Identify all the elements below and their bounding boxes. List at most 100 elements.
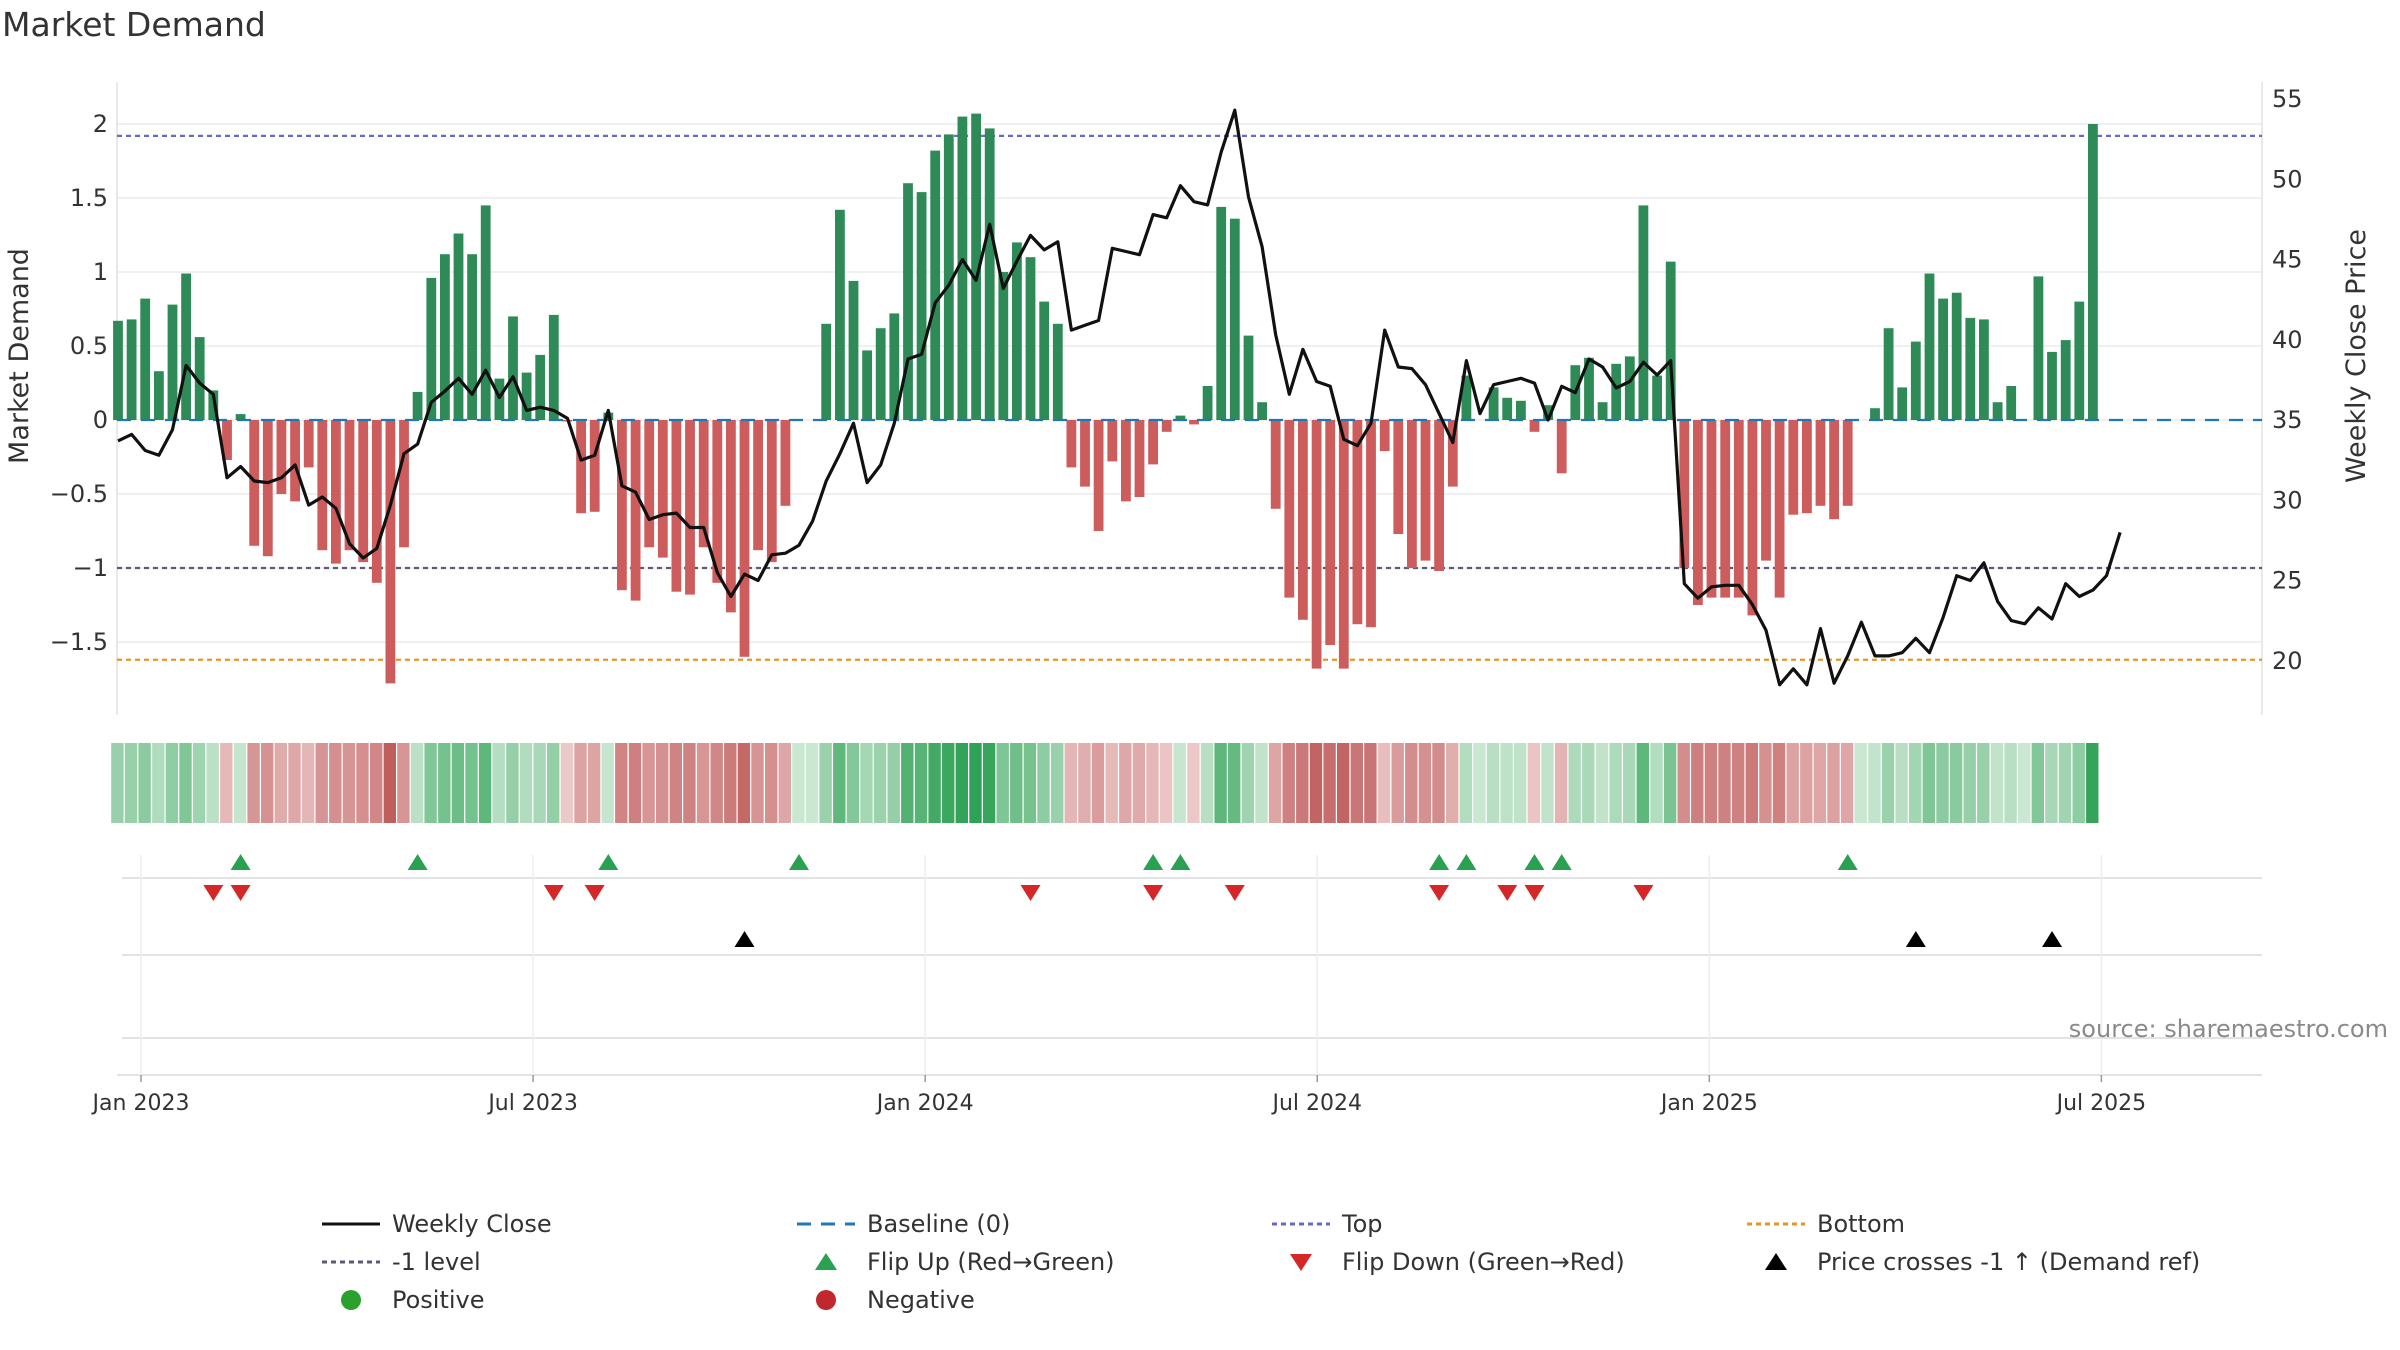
- demand-bar: [399, 420, 409, 548]
- flip-up-marker: [1170, 854, 1191, 870]
- demand-bar: [113, 320, 123, 420]
- demand-bar: [303, 420, 314, 468]
- demand-bar: [508, 316, 518, 420]
- price-cross-marker: [2042, 931, 2063, 947]
- strip-cell: [1949, 743, 1963, 823]
- legend: Weekly Close Baseline (0) Top Bottom -1 leve…: [322, 1210, 2200, 1314]
- strip-cell: [601, 743, 614, 823]
- demand-bar: [2047, 351, 2057, 420]
- strip-cell: [901, 743, 914, 823]
- strip-cell: [1119, 743, 1132, 823]
- demand-bar: [848, 280, 859, 420]
- strip-cell: [1023, 743, 1037, 823]
- demand-bar: [1311, 420, 1322, 669]
- demand-bar: [548, 314, 559, 420]
- legend-label: Baseline (0): [867, 1210, 1010, 1238]
- demand-bar: [726, 420, 736, 613]
- demand-bar: [862, 350, 872, 420]
- legend-label: Top: [1341, 1210, 1383, 1238]
- demand-bar: [1447, 420, 1458, 487]
- demand-bar: [644, 420, 655, 548]
- flip-up-marker: [1143, 854, 1164, 870]
- demand-bar: [385, 420, 396, 684]
- strip-cell: [1459, 743, 1472, 823]
- strip-cell: [778, 743, 791, 823]
- demand-bar: [1093, 420, 1104, 531]
- flip-down-marker: [584, 885, 605, 901]
- legend-label: Negative: [867, 1286, 975, 1314]
- strip-cell: [165, 743, 179, 823]
- demand-bar: [712, 420, 723, 583]
- legend-label: Bottom: [1817, 1210, 1905, 1238]
- strip-cell: [1963, 743, 1976, 823]
- strip-cell: [1609, 743, 1622, 823]
- demand-bar: [480, 205, 491, 420]
- demand-bar: [262, 420, 273, 557]
- strip-cell: [1228, 743, 1241, 823]
- strip-cell: [1990, 743, 2004, 823]
- demand-bar: [2074, 301, 2085, 420]
- strip-cell: [942, 743, 955, 823]
- demand-bars: [113, 113, 2262, 684]
- demand-bar: [1979, 319, 1989, 420]
- demand-bar: [494, 378, 505, 420]
- demand-bar: [617, 420, 627, 591]
- demand-bar: [521, 372, 532, 420]
- demand-bar: [766, 420, 777, 563]
- y2-tick-label: 30: [2272, 486, 2303, 514]
- demand-bar: [140, 298, 151, 420]
- axes: 2 1.5 1 0.5 0 −0.5 −1 −1.5 55 50 45 40 35 30 25 20: [50, 82, 2303, 715]
- y-tick-label: −1.5: [50, 628, 108, 656]
- strip-cell: [1527, 743, 1541, 823]
- legend-positive-dot: [341, 1290, 361, 1310]
- strip-cell: [465, 743, 478, 823]
- strip-cell: [969, 743, 982, 823]
- demand-bar: [2060, 340, 2071, 420]
- strip-cell: [438, 743, 451, 823]
- strip-cell: [506, 743, 519, 823]
- demand-bar: [126, 319, 137, 420]
- strip-cell: [342, 743, 356, 823]
- demand-bar: [1379, 420, 1390, 452]
- demand-bar: [1815, 420, 1826, 506]
- strip-cell: [1800, 743, 1813, 823]
- y-tick-label: −1: [73, 554, 108, 582]
- price-cross-marker: [734, 931, 755, 947]
- flip-down-marker: [543, 885, 564, 901]
- demand-bar: [1693, 420, 1703, 605]
- demand-bar: [1066, 420, 1077, 468]
- strip-cell: [1718, 743, 1731, 823]
- demand-bar: [344, 420, 355, 551]
- demand-bar: [1733, 420, 1744, 598]
- strip-cell: [1377, 743, 1391, 823]
- strip-cell: [2086, 743, 2099, 823]
- strip-cell: [819, 743, 832, 823]
- strip-cell: [1500, 743, 1513, 823]
- strip-cell: [478, 743, 492, 823]
- demand-bar: [1025, 257, 1036, 420]
- strip-cell: [1813, 743, 1827, 823]
- strip-cell: [683, 743, 696, 823]
- price-cross-marker: [1905, 931, 1926, 947]
- strip-cell: [1650, 743, 1663, 823]
- y-tick-label: 2: [93, 110, 108, 138]
- demand-bar: [1434, 420, 1444, 571]
- strip-cell: [1091, 743, 1105, 823]
- strip-cell: [1541, 743, 1554, 823]
- demand-bar: [1202, 386, 1213, 420]
- strip-cell: [2018, 743, 2031, 823]
- demand-bar: [1597, 402, 1608, 420]
- demand-bar: [331, 420, 341, 564]
- flip-up-marker: [1524, 854, 1545, 870]
- demand-bar: [1502, 397, 1513, 420]
- strip-cell: [656, 743, 669, 823]
- demand-bar: [630, 420, 641, 601]
- strip-cell: [533, 743, 546, 823]
- legend-label: Price crosses -1 ↑ (Demand ref): [1817, 1248, 2200, 1276]
- strip-cell: [805, 743, 819, 823]
- strip-cell: [1200, 743, 1214, 823]
- chart-title: Market Demand: [2, 5, 266, 44]
- demand-bar: [235, 414, 246, 420]
- demand-bar: [1107, 420, 1118, 462]
- legend-flip-down-icon: [1290, 1254, 1312, 1271]
